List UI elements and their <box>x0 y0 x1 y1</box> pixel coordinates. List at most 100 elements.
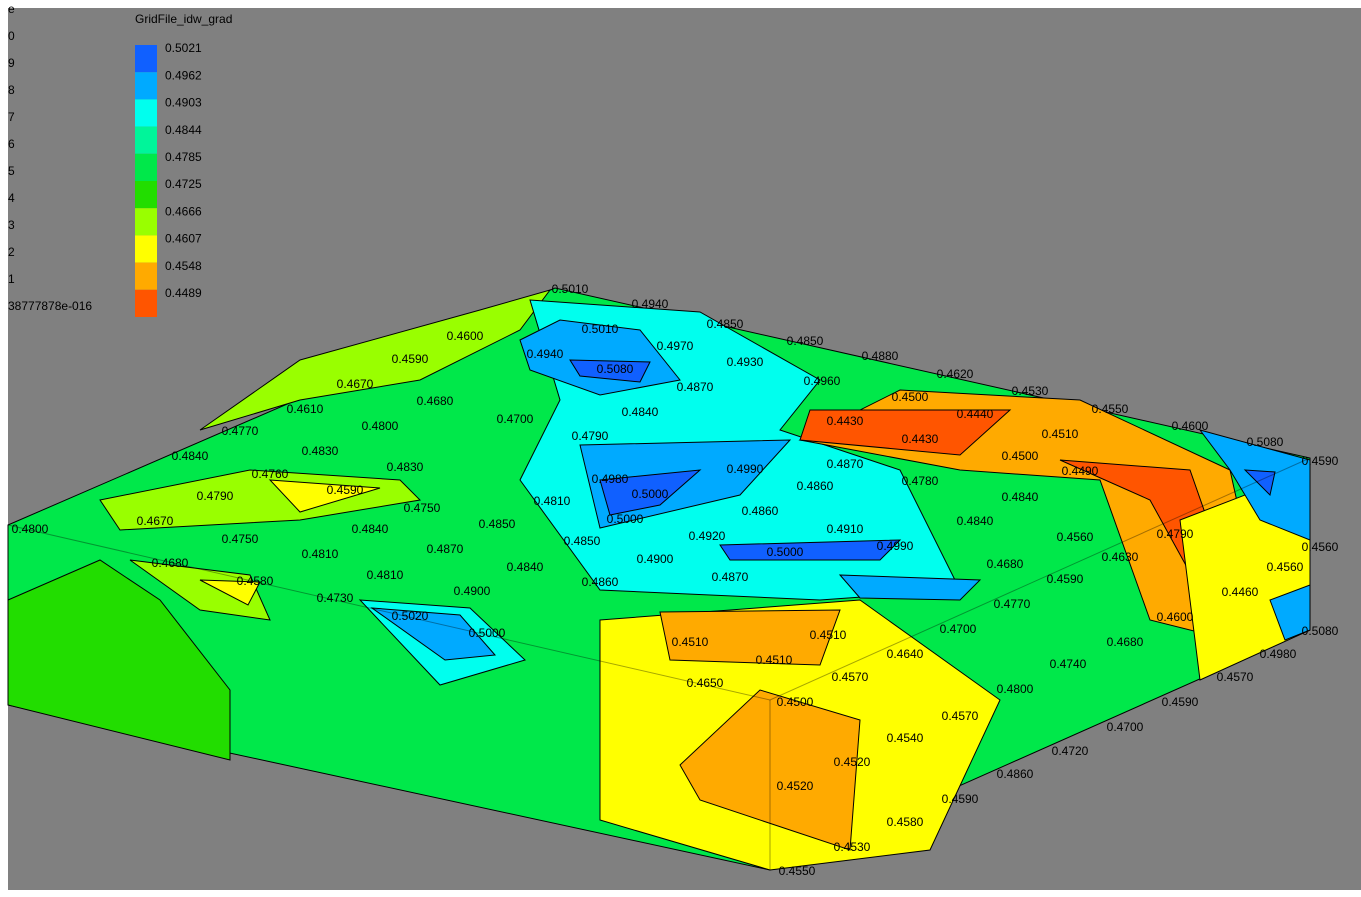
contour-label: 0.4440 <box>957 407 994 421</box>
contour-label: 0.4610 <box>287 402 324 416</box>
legend-swatch <box>135 208 157 236</box>
region <box>838 574 982 601</box>
contour-label: 0.4560 <box>1057 530 1094 544</box>
contour-label: 0.4510 <box>672 635 709 649</box>
contour-label: 0.4620 <box>937 367 974 381</box>
region <box>370 607 497 661</box>
legend-swatch <box>135 45 157 73</box>
grid-model <box>7 287 1311 871</box>
contour-label: 0.4860 <box>582 575 619 589</box>
contour-label: 0.4430 <box>827 414 864 428</box>
contour-label: 0.4790 <box>1157 527 1194 541</box>
contour-label: 0.4590 <box>327 483 364 497</box>
contour-label: 0.4840 <box>1002 490 1039 504</box>
contour-label: 0.4550 <box>1092 402 1129 416</box>
region <box>798 389 1251 641</box>
legend-label: 0.4785 <box>165 150 202 164</box>
contour-label: 0.4720 <box>1052 744 1089 758</box>
region <box>679 689 861 851</box>
contour-label: 0.4560 <box>1302 540 1339 554</box>
region <box>129 559 271 621</box>
contour-label: 0.4860 <box>742 504 779 518</box>
cut-legend-label: 3 <box>8 218 15 232</box>
legend-swatch <box>135 181 157 209</box>
contour-label: 0.4850 <box>787 334 824 348</box>
contour-label: 0.4540 <box>887 731 924 745</box>
contour-label: 0.5010 <box>552 282 589 296</box>
cut-legend-label: e <box>8 2 15 16</box>
contour-label: 0.4510 <box>810 628 847 642</box>
contour-label: 0.5010 <box>582 322 619 336</box>
contour-label: 0.4700 <box>497 412 534 426</box>
contour-label: 0.4730 <box>317 591 354 605</box>
contour-label: 0.4570 <box>1217 670 1254 684</box>
contour-label: 0.4500 <box>1002 449 1039 463</box>
cut-legend-label: 8 <box>8 83 15 97</box>
contour-label: 0.4680 <box>1107 635 1144 649</box>
cut-legend-label: 1 <box>8 272 15 286</box>
cut-legend-label: 6 <box>8 137 15 151</box>
contour-label: 0.4490 <box>1062 464 1099 478</box>
contour-labels: 0.5010 0.4940 0.4850 0.4850 0.4880 0.4620 0.45… <box>12 282 1339 878</box>
contour-label: 0.5000 <box>607 512 644 526</box>
contour-label: 0.4500 <box>892 390 929 404</box>
contour-label: 0.4580 <box>887 815 924 829</box>
contour-label: 0.4940 <box>632 297 669 311</box>
contour-label: 0.4700 <box>1107 720 1144 734</box>
contour-label: 0.4550 <box>779 864 816 878</box>
contour-label: 0.4510 <box>1042 427 1079 441</box>
contour-label: 0.4800 <box>12 522 49 536</box>
contour-label: 0.4960 <box>804 374 841 388</box>
legend-swatch <box>135 289 157 317</box>
contour-label: 0.5000 <box>632 487 669 501</box>
contour-label: 0.4980 <box>592 472 629 486</box>
contour-label: 0.4780 <box>902 474 939 488</box>
contour-label: 0.4830 <box>302 444 339 458</box>
contour-label: 0.4590 <box>1162 695 1199 709</box>
contour-label: 0.4700 <box>940 622 977 636</box>
legend-label: 0.4666 <box>165 204 202 218</box>
region <box>268 479 381 513</box>
contour-label: 0.4750 <box>222 532 259 546</box>
contour-label: 0.5000 <box>469 626 506 640</box>
contour-label: 0.4880 <box>862 349 899 363</box>
legend: 0.5021 0.4962 0.4903 0.4844 0.4785 0.4725 0.46… <box>8 2 202 317</box>
legend-label: 0.4962 <box>165 68 202 82</box>
contour-label: 0.4860 <box>997 767 1034 781</box>
contour-label: 0.4670 <box>137 514 174 528</box>
region <box>1269 584 1311 641</box>
region <box>659 609 841 666</box>
contour-label: 0.4840 <box>507 560 544 574</box>
contour-label: 0.4770 <box>222 424 259 438</box>
contour-label: 0.4520 <box>777 779 814 793</box>
cut-legend-label: 38777878e-016 <box>8 299 92 313</box>
contour-label: 0.4870 <box>427 542 464 556</box>
legend-swatch <box>135 126 157 154</box>
legend-label: 0.4725 <box>165 177 202 191</box>
contour-label: 0.4870 <box>712 570 749 584</box>
contour-label: 0.5000 <box>767 545 804 559</box>
legend-label: 0.4903 <box>165 96 202 110</box>
contour-label: 0.4670 <box>337 377 374 391</box>
contour-label: 0.4500 <box>777 695 814 709</box>
contour-label: 0.4750 <box>404 501 441 515</box>
contour-label: 0.4800 <box>362 419 399 433</box>
contour-label: 0.4740 <box>1050 657 1087 671</box>
contour-label: 0.4790 <box>572 429 609 443</box>
contour-label: 0.4980 <box>1260 647 1297 661</box>
region <box>7 559 231 761</box>
contour-label: 0.4590 <box>392 352 429 366</box>
contour-label: 0.4570 <box>832 670 869 684</box>
contour-label: 0.5080 <box>1247 435 1284 449</box>
contour-label: 0.4810 <box>302 547 339 561</box>
contour-label: 0.5020 <box>392 609 429 623</box>
contour-label: 0.4840 <box>957 514 994 528</box>
contour-label: 0.4790 <box>197 489 234 503</box>
contour-label: 0.4600 <box>1157 610 1194 624</box>
contour-label: 0.4970 <box>657 339 694 353</box>
region <box>199 579 261 606</box>
edge <box>7 457 1311 701</box>
contour-label: 0.4640 <box>887 647 924 661</box>
region <box>569 359 651 383</box>
